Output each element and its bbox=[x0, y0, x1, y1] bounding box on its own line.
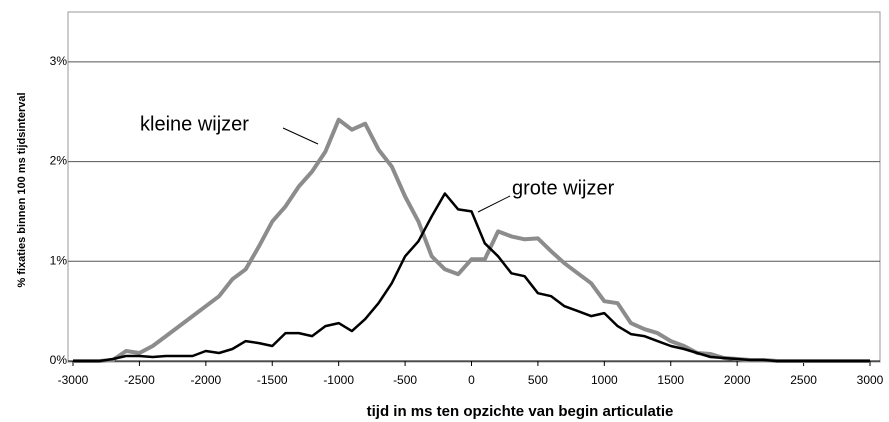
x-tick-label: 500 bbox=[528, 373, 548, 387]
y-tick-label: 0% bbox=[50, 353, 68, 367]
x-tick-label: -2000 bbox=[190, 373, 221, 387]
y-tick-label: 2% bbox=[50, 154, 68, 168]
x-tick-label: 3000 bbox=[857, 373, 884, 387]
x-tick-label: -500 bbox=[393, 373, 417, 387]
y-tick-label: 1% bbox=[50, 253, 68, 267]
series-annotation: kleine wijzer bbox=[140, 113, 249, 135]
x-tick-label: 0 bbox=[468, 373, 475, 387]
series-line bbox=[73, 192, 870, 363]
x-tick-label: 2000 bbox=[724, 373, 751, 387]
leader-line bbox=[477, 195, 511, 213]
plot-frame bbox=[67, 11, 881, 363]
x-tick-label: -1500 bbox=[257, 373, 288, 387]
x-tick-label: 2500 bbox=[790, 373, 817, 387]
y-axis-label: % fixaties binnen 100 ms tijdsinterval bbox=[16, 92, 28, 287]
x-tick-label: -3000 bbox=[58, 373, 89, 387]
x-tick-label: -1000 bbox=[323, 373, 354, 387]
x-tick-label: 1500 bbox=[657, 373, 684, 387]
x-axis-label: tijd in ms ten opzichte van begin articu… bbox=[367, 403, 674, 420]
series-annotation: grote wijzer bbox=[512, 177, 615, 199]
x-tick-label: 1000 bbox=[591, 373, 618, 387]
y-tick-label: 3% bbox=[50, 54, 68, 68]
leader-line bbox=[282, 127, 319, 145]
x-tick-label: -2500 bbox=[124, 373, 155, 387]
